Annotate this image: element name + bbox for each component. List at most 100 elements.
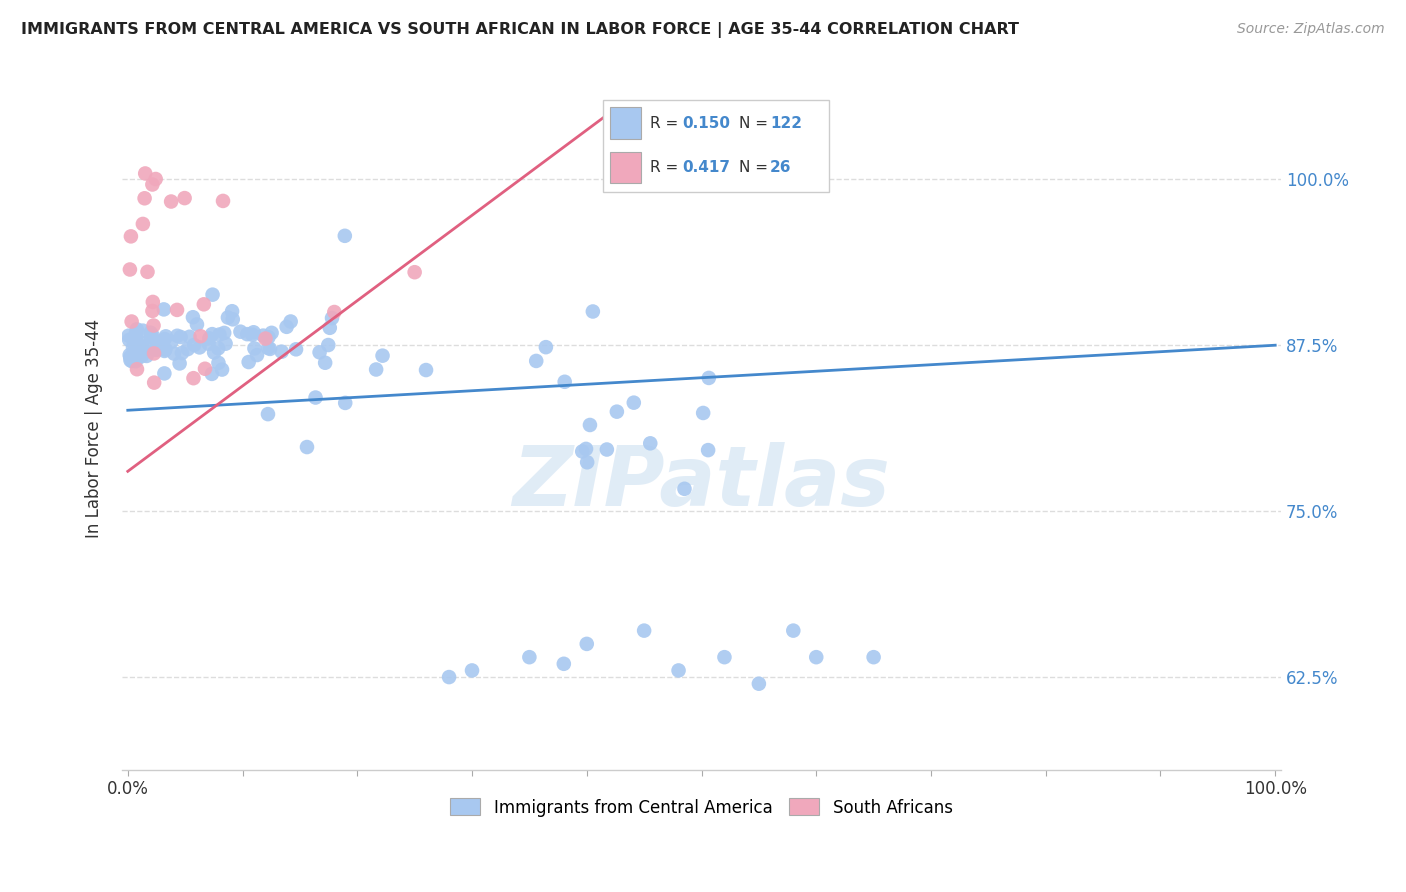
Point (404, 265, 426, 279)
Point (806, 650, 828, 665)
Point (207, 341, 229, 355)
Point (575, 442, 598, 456)
Point (276, 319, 298, 334)
Point (128, 335, 150, 350)
Point (366, 362, 388, 376)
Legend: Immigrants from Central America, South Africans: Immigrants from Central America, South A… (444, 792, 959, 823)
Point (155, 329, 177, 343)
Point (221, 304, 243, 318)
Text: IMMIGRANTS FROM CENTRAL AMERICA VS SOUTH AFRICAN IN LABOR FORCE | AGE 35-44 CORR: IMMIGRANTS FROM CENTRAL AMERICA VS SOUTH… (21, 22, 1019, 38)
Point (135, 339, 157, 353)
Point (163, 346, 186, 360)
Point (257, 330, 280, 344)
Point (143, 376, 166, 390)
Point (571, 444, 593, 458)
Point (257, 407, 280, 421)
Point (153, 332, 176, 346)
Point (197, 336, 219, 351)
Point (125, 331, 148, 345)
Point (118, 333, 141, 347)
Point (295, 440, 318, 454)
Point (304, 391, 326, 405)
Point (229, 325, 252, 339)
Point (242, 326, 264, 340)
Point (575, 637, 598, 651)
Point (117, 328, 139, 343)
Point (524, 354, 547, 368)
Point (371, 349, 394, 363)
Point (153, 302, 176, 317)
Point (321, 311, 343, 326)
Point (236, 327, 259, 342)
Point (668, 664, 690, 678)
Point (169, 356, 191, 370)
Point (131, 349, 153, 363)
Point (606, 405, 628, 419)
Point (139, 326, 162, 340)
Point (125, 362, 148, 376)
Point (146, 334, 169, 349)
Point (124, 352, 146, 367)
Point (240, 327, 263, 342)
Point (153, 367, 176, 381)
Point (146, 343, 169, 357)
Point (553, 657, 575, 671)
Point (124, 339, 146, 353)
Point (190, 329, 212, 343)
Point (415, 363, 437, 377)
Point (169, 330, 191, 344)
Point (270, 344, 292, 359)
Point (118, 262, 141, 277)
Point (633, 624, 655, 638)
Point (638, 436, 661, 450)
Point (285, 343, 308, 357)
Point (214, 336, 236, 351)
Point (122, 334, 145, 349)
Point (170, 346, 193, 360)
Point (141, 178, 163, 192)
Point (122, 341, 145, 355)
Point (201, 367, 224, 381)
Point (308, 345, 330, 359)
Point (202, 345, 225, 359)
Point (173, 191, 195, 205)
Point (143, 343, 166, 357)
Point (673, 482, 696, 496)
Point (177, 342, 200, 356)
Point (246, 348, 269, 362)
Point (201, 287, 224, 301)
Point (260, 326, 283, 340)
Point (121, 314, 143, 328)
Point (259, 342, 281, 356)
Point (183, 338, 205, 352)
Point (316, 338, 339, 352)
Point (692, 406, 714, 420)
Point (127, 344, 149, 359)
Point (198, 331, 221, 345)
Point (179, 330, 201, 344)
Point (212, 326, 235, 340)
Point (155, 343, 177, 357)
Point (188, 340, 211, 354)
Point (120, 353, 142, 368)
Point (124, 347, 146, 361)
Point (181, 310, 204, 325)
Point (194, 361, 217, 376)
Point (217, 310, 239, 325)
Point (323, 305, 346, 319)
Point (554, 375, 576, 389)
Point (125, 322, 148, 336)
Point (142, 294, 165, 309)
Point (208, 327, 231, 342)
Point (148, 342, 170, 356)
Point (160, 334, 183, 349)
Text: ZIPatlas: ZIPatlas (513, 442, 890, 524)
Point (141, 304, 163, 318)
Point (212, 194, 235, 208)
Point (319, 321, 342, 335)
Point (131, 340, 153, 354)
Point (713, 650, 735, 665)
Point (748, 676, 770, 690)
Point (146, 336, 169, 351)
Point (134, 166, 156, 180)
